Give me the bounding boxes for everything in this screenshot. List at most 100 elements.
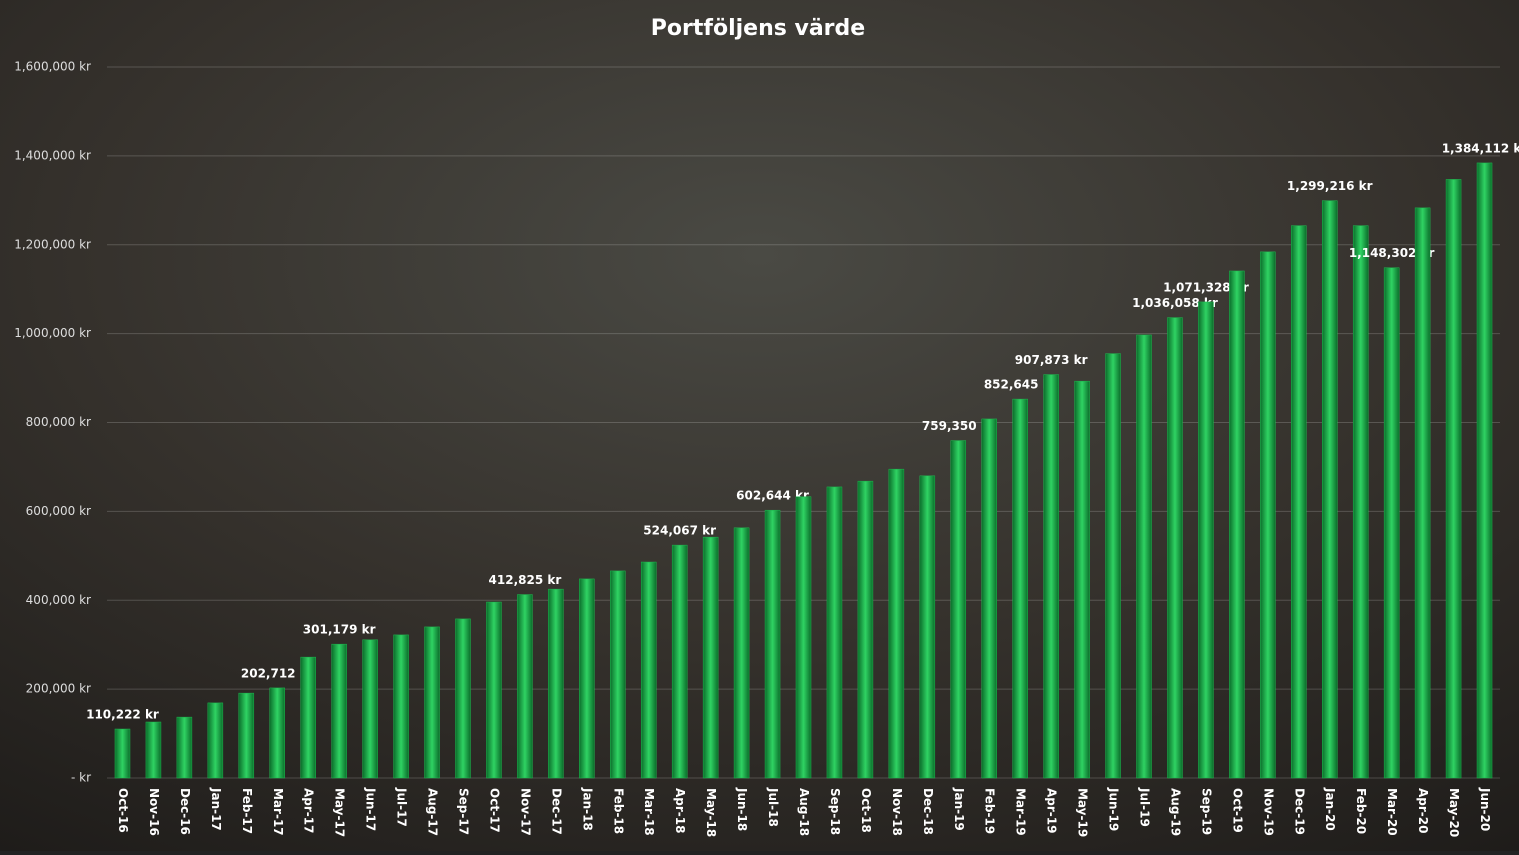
x-tick-label: Feb-19 xyxy=(983,788,997,834)
x-tick-label: Apr-20 xyxy=(1416,788,1430,833)
x-tick-label: May-17 xyxy=(333,788,347,837)
value-label: 524,067 kr xyxy=(643,524,716,538)
bar xyxy=(950,440,967,779)
x-tick-label: Jul-19 xyxy=(1138,787,1152,827)
chart-title: Portföljens värde xyxy=(651,16,865,41)
x-tick-label: Apr-19 xyxy=(1045,788,1059,833)
value-label: 759,350 kr xyxy=(922,419,995,433)
x-tick-label: Nov-17 xyxy=(518,788,532,836)
x-tick-label: Oct-19 xyxy=(1230,788,1244,833)
bar xyxy=(1476,162,1493,779)
x-tick-label: Nov-16 xyxy=(147,788,161,836)
value-label: 602,644 kr xyxy=(736,489,809,503)
x-tick-label: Sep-18 xyxy=(828,788,842,835)
bar xyxy=(671,544,688,779)
x-tick-label: Jan-17 xyxy=(209,787,223,831)
bar xyxy=(207,702,224,779)
bar xyxy=(733,527,750,779)
bar xyxy=(424,626,440,779)
x-tick-label: Feb-17 xyxy=(240,788,254,834)
x-tick-label: Jan-20 xyxy=(1323,787,1337,831)
bar xyxy=(1043,374,1059,779)
x-tick-label: Dec-19 xyxy=(1292,788,1306,835)
x-tick-label: Feb-20 xyxy=(1354,788,1368,834)
y-tick-label: 200,000 kr xyxy=(26,682,91,696)
x-tick-label: Nov-19 xyxy=(1261,788,1275,836)
bar xyxy=(1198,301,1214,779)
bar xyxy=(702,536,719,779)
bar xyxy=(795,496,812,779)
bar xyxy=(176,716,193,779)
bar xyxy=(269,687,286,779)
bar xyxy=(610,570,626,779)
x-tick-label: Mar-19 xyxy=(1014,788,1028,836)
bar xyxy=(1167,317,1183,779)
x-tick-label: Jan-18 xyxy=(580,787,594,831)
x-tick-label: Dec-18 xyxy=(921,788,935,835)
bar xyxy=(1136,334,1152,779)
x-tick-label: Oct-18 xyxy=(859,788,873,833)
value-label: 907,873 kr xyxy=(1015,353,1088,367)
bar xyxy=(114,728,131,779)
y-tick-label: 1,400,000 kr xyxy=(14,148,91,162)
bar xyxy=(1445,179,1462,779)
bar xyxy=(1105,353,1121,779)
value-label: 1,299,216 kr xyxy=(1287,179,1373,193)
bar xyxy=(826,486,843,779)
bar xyxy=(764,509,781,779)
value-label: 1,148,302 kr xyxy=(1349,246,1435,260)
value-label: 852,645 kr xyxy=(984,378,1057,392)
y-tick-label: 1,000,000 kr xyxy=(14,326,91,340)
bar xyxy=(1291,225,1307,779)
x-tick-label: Dec-17 xyxy=(549,788,563,835)
bar xyxy=(548,588,564,779)
x-tick-label: Aug-19 xyxy=(1168,788,1182,836)
x-tick-label: Apr-17 xyxy=(302,788,316,833)
x-tick-label: Apr-18 xyxy=(673,788,687,833)
bar xyxy=(238,692,255,779)
y-tick-label: 1,200,000 kr xyxy=(14,237,91,251)
x-tick-label: Mar-20 xyxy=(1385,788,1399,836)
bar xyxy=(1229,270,1245,779)
bar xyxy=(517,594,533,779)
bar xyxy=(300,656,316,779)
y-tick-label: 400,000 kr xyxy=(26,593,91,607)
bar xyxy=(579,578,595,779)
x-tick-label: Jun-18 xyxy=(735,787,749,831)
x-tick-label: Sep-19 xyxy=(1199,788,1213,835)
bar xyxy=(919,475,936,779)
value-label: 1,036,058 kr xyxy=(1132,296,1218,310)
bar xyxy=(1383,267,1400,779)
x-tick-label: May-20 xyxy=(1447,788,1461,837)
value-label: 1,071,328 kr xyxy=(1163,280,1249,294)
x-tick-label: Aug-18 xyxy=(797,788,811,836)
x-tick-label: Nov-18 xyxy=(890,788,904,836)
y-tick-label: 1,600,000 kr xyxy=(14,60,91,74)
bar xyxy=(486,601,502,779)
x-tick-label: Jan-19 xyxy=(952,787,966,831)
x-tick-label: Dec-16 xyxy=(178,788,192,835)
bar xyxy=(857,480,874,779)
bar xyxy=(1352,225,1369,779)
x-tick-label: Aug-17 xyxy=(426,788,440,836)
bar xyxy=(362,639,378,779)
bar xyxy=(1074,380,1090,779)
value-label: 1,384,112 kr xyxy=(1442,141,1519,155)
bar xyxy=(145,721,162,779)
x-tick-label: Feb-18 xyxy=(611,788,625,834)
bar xyxy=(393,634,409,779)
bar xyxy=(1321,200,1338,779)
value-label: 301,179 kr xyxy=(303,623,376,637)
y-tick-label: 800,000 kr xyxy=(26,415,91,429)
x-tick-label: Jul-17 xyxy=(395,787,409,827)
bar xyxy=(455,618,471,779)
value-label: 110,222 kr xyxy=(86,708,159,722)
bar xyxy=(640,561,657,779)
x-tick-label: May-19 xyxy=(1076,788,1090,837)
bar xyxy=(1012,398,1028,779)
x-tick-label: Sep-17 xyxy=(456,788,470,835)
x-tick-label: Jun-19 xyxy=(1107,787,1121,831)
value-label: 412,825 kr xyxy=(489,573,562,587)
value-label: 202,712 kr xyxy=(241,666,314,680)
